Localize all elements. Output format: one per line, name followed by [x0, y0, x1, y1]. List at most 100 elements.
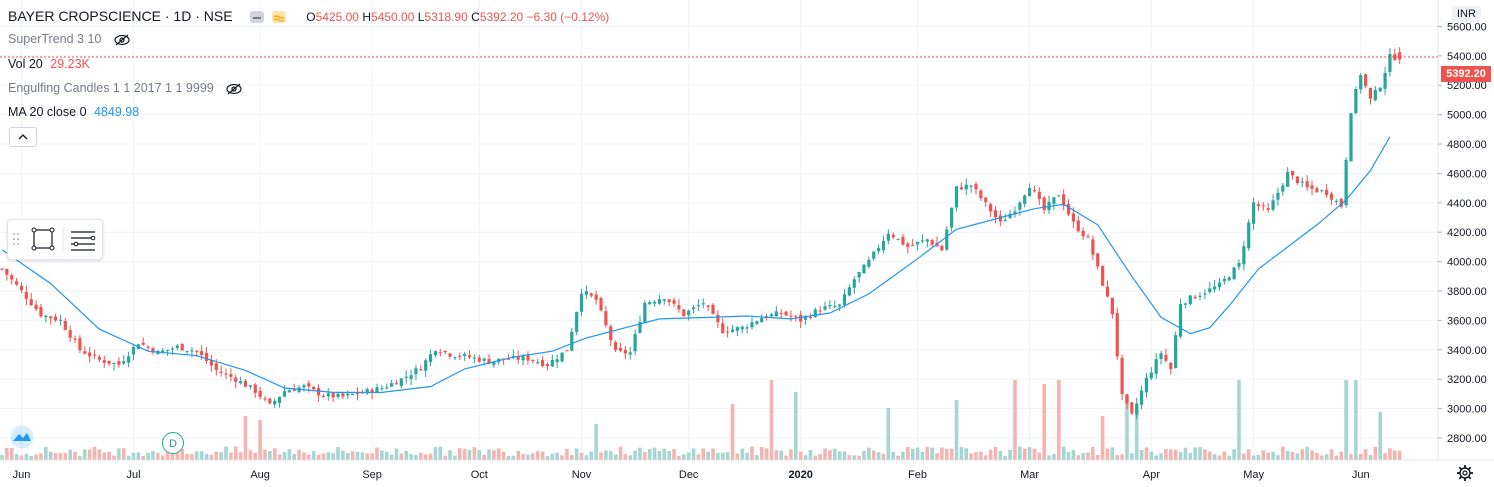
- volume-bar: [828, 450, 832, 460]
- volume-bar: [1183, 447, 1188, 460]
- candle-body: [1178, 304, 1183, 337]
- candle-body: [458, 355, 462, 357]
- price-tick-label: 3800.00: [1447, 286, 1487, 298]
- volume-bar: [185, 453, 189, 460]
- candle-body: [1110, 297, 1114, 315]
- candle-body: [234, 377, 238, 382]
- candle-body: [1354, 89, 1358, 114]
- volume-bar: [1261, 450, 1266, 460]
- volume-bar: [1130, 453, 1134, 460]
- candle-body: [560, 352, 564, 362]
- candle-body: [316, 388, 321, 396]
- candle-body: [847, 287, 851, 296]
- volume-bar: [82, 449, 87, 460]
- candle-body: [964, 184, 968, 190]
- close-label: C: [471, 10, 480, 24]
- volume-bar: [779, 450, 783, 460]
- candle-body: [687, 310, 691, 316]
- candle-body: [1013, 211, 1017, 214]
- candle-body: [579, 293, 584, 312]
- volume-bar: [438, 446, 443, 460]
- volume-bar: [1305, 446, 1309, 460]
- volume-bar: [647, 449, 652, 460]
- candle-body: [915, 241, 920, 245]
- lines-tool-icon[interactable]: [71, 231, 96, 251]
- volume-bar: [604, 450, 608, 460]
- candle-body: [701, 303, 705, 305]
- candle-body: [53, 316, 58, 321]
- volume-bar: [243, 416, 248, 460]
- volume-bar: [574, 448, 579, 460]
- currency-badge[interactable]: INR: [1452, 6, 1481, 22]
- volume-bar: [769, 380, 774, 460]
- candle-body: [443, 350, 447, 353]
- chart-type-icon[interactable]: [250, 11, 265, 24]
- candle-body: [83, 351, 87, 354]
- volume-bar: [73, 451, 77, 460]
- volume-bar: [954, 400, 959, 460]
- volume-legend[interactable]: Vol 20 29.23K: [8, 57, 90, 71]
- candle-body: [292, 389, 296, 391]
- candle-body: [122, 361, 126, 364]
- volume-bar: [380, 450, 384, 460]
- candle-body: [1251, 202, 1256, 224]
- compare-icon[interactable]: [272, 11, 287, 24]
- drag-handle[interactable]: [13, 233, 19, 245]
- candle-body: [1325, 189, 1329, 196]
- candle-body: [131, 346, 136, 355]
- price-tick-label: 3400.00: [1447, 345, 1487, 357]
- dividend-marker[interactable]: D: [162, 432, 184, 454]
- candle-body: [263, 398, 267, 400]
- candle-body: [448, 353, 452, 357]
- volume-bar: [409, 454, 413, 460]
- volume-bar: [117, 448, 121, 460]
- eye-slash-icon[interactable]: [113, 34, 131, 46]
- volume-bar: [34, 454, 38, 460]
- volume-bar: [1242, 453, 1246, 460]
- collapse-legend-button[interactable]: [9, 127, 37, 147]
- volume-bar: [896, 455, 900, 460]
- volume-bar: [1349, 454, 1353, 460]
- candle-body: [696, 305, 701, 307]
- price-tick-label: 3000.00: [1447, 404, 1487, 416]
- rectangle-tool-icon[interactable]: [31, 227, 55, 251]
- candle-body: [954, 186, 959, 208]
- volume-bar: [847, 455, 852, 460]
- candle-body: [628, 352, 632, 355]
- time-axis: Jun Jul Aug Sep Oct Nov Dec 2020 Feb Mar Apr May Jun: [13, 469, 1370, 481]
- ohlc-values: O5425.00 H5450.00 L5318.90 C5392.20 −6.3…: [306, 10, 609, 24]
- volume-bar: [745, 452, 749, 460]
- volume-bar: [1344, 380, 1348, 460]
- settings-gear-icon[interactable]: [1456, 464, 1474, 482]
- candle-body: [73, 338, 77, 340]
- volume-bar: [1159, 453, 1163, 460]
- volume-bar: [53, 453, 58, 460]
- supertrend-legend[interactable]: SuperTrend 3 10: [8, 32, 131, 46]
- low-value: 5318.90: [424, 10, 468, 24]
- volume-bar: [277, 454, 282, 460]
- volume-bar: [691, 448, 696, 460]
- volume-bar: [983, 455, 988, 460]
- candle-body: [151, 348, 155, 353]
- volume-bar: [881, 453, 886, 460]
- volume-bar: [511, 455, 516, 460]
- time-tick-label: Oct: [471, 469, 488, 481]
- volume-bar: [1081, 452, 1085, 460]
- engulfing-legend[interactable]: Engulfing Candles 1 1 2017 1 1 9999: [8, 81, 243, 95]
- tradingview-logo-icon[interactable]: [7, 425, 37, 449]
- chevron-up-icon: [18, 134, 28, 140]
- volume-bar: [871, 450, 876, 460]
- volume-bar: [862, 450, 866, 460]
- price-tick-label: 3200.00: [1447, 374, 1487, 386]
- volume-bar: [360, 452, 365, 460]
- volume-bar: [1056, 380, 1061, 460]
- candle-body: [755, 321, 759, 324]
- volume-bar: [141, 455, 146, 460]
- candle-body: [424, 360, 428, 371]
- volume-bar: [832, 448, 837, 460]
- eye-slash-icon[interactable]: [225, 83, 243, 95]
- ma-legend[interactable]: MA 20 close 0 4849.98: [8, 105, 139, 119]
- symbol-title[interactable]: BAYER CROPSCIENCE · 1D · NSE: [8, 8, 233, 24]
- volume-bar: [925, 446, 930, 460]
